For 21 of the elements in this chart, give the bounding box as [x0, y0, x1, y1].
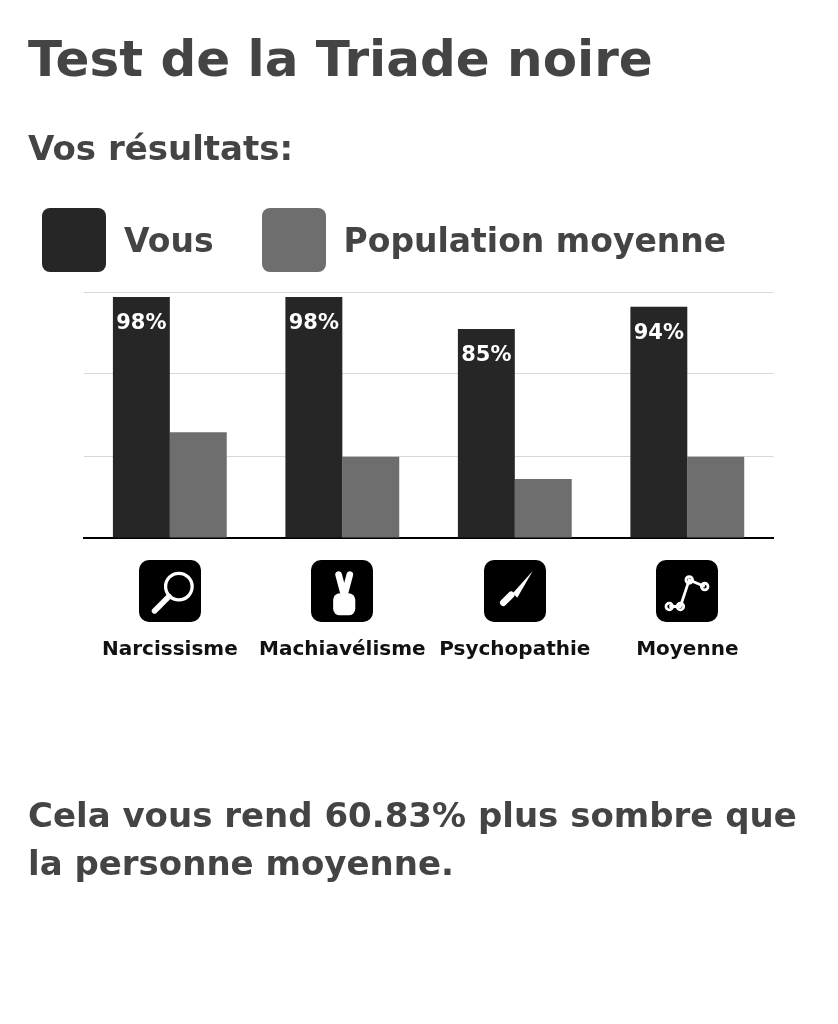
x-tick-label: Psychopathie: [439, 636, 591, 661]
data-label: 85%: [461, 341, 512, 366]
legend-label: Population moyenne: [343, 220, 727, 260]
text: Cela vous rend 60.83% plus sombre que la personne moyenne.: [28, 794, 798, 885]
x-tick-label: Narcissisme: [101, 636, 238, 661]
chart-subtitle: Vos résultats:: [28, 128, 295, 168]
bar: [169, 432, 227, 538]
x-tick-label: Machiavélisme: [259, 636, 426, 661]
bar: [112, 296, 170, 538]
data-label: 98%: [116, 309, 167, 334]
x-tick-label: Moyenne: [636, 636, 739, 661]
legend-label: Vous: [124, 220, 214, 260]
bar: [687, 456, 745, 538]
chart-title: Test de la Triade noire: [28, 30, 654, 88]
bar: [285, 296, 343, 538]
bar: [342, 456, 400, 538]
data-label: 98%: [288, 309, 339, 334]
bar: [514, 478, 572, 538]
bar: [630, 306, 688, 538]
bar: [457, 328, 515, 538]
data-label: 94%: [633, 319, 684, 344]
